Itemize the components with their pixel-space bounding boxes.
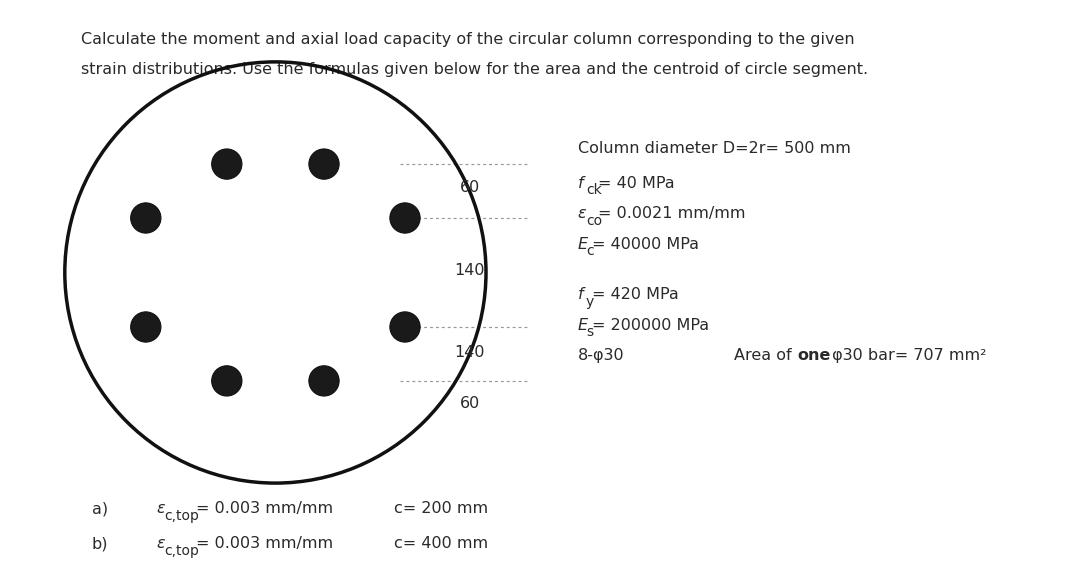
Text: = 0.003 mm/mm: = 0.003 mm/mm xyxy=(197,536,333,551)
Text: = 420 MPa: = 420 MPa xyxy=(592,287,679,302)
Text: = 0.0021 mm/mm: = 0.0021 mm/mm xyxy=(598,206,746,222)
Text: ε: ε xyxy=(578,206,586,222)
Text: φ30 bar= 707 mm²: φ30 bar= 707 mm² xyxy=(827,348,987,363)
Text: a): a) xyxy=(92,501,108,516)
Text: ε: ε xyxy=(157,536,165,551)
Text: c,top: c,top xyxy=(164,509,200,523)
Text: f: f xyxy=(578,287,583,302)
Text: s: s xyxy=(585,325,593,339)
Text: 8-φ30: 8-φ30 xyxy=(578,348,624,363)
Text: y: y xyxy=(585,295,594,309)
Ellipse shape xyxy=(212,149,242,179)
Text: ck: ck xyxy=(585,183,602,197)
Text: f: f xyxy=(578,176,583,191)
Text: 140: 140 xyxy=(455,345,485,360)
Text: c= 400 mm: c= 400 mm xyxy=(394,536,488,551)
Text: c= 200 mm: c= 200 mm xyxy=(394,501,488,516)
Ellipse shape xyxy=(131,312,161,342)
Ellipse shape xyxy=(309,149,339,179)
Text: = 200000 MPa: = 200000 MPa xyxy=(592,318,710,333)
Text: one: one xyxy=(797,348,831,363)
Text: Area of: Area of xyxy=(734,348,797,363)
Text: = 0.003 mm/mm: = 0.003 mm/mm xyxy=(197,501,333,516)
Text: = 40 MPa: = 40 MPa xyxy=(598,176,675,191)
Text: E: E xyxy=(578,237,588,252)
Ellipse shape xyxy=(131,203,161,233)
Text: b): b) xyxy=(92,536,108,551)
Ellipse shape xyxy=(390,203,420,233)
Text: Column diameter D=2r= 500 mm: Column diameter D=2r= 500 mm xyxy=(578,141,851,156)
Text: = 40000 MPa: = 40000 MPa xyxy=(592,237,699,252)
Ellipse shape xyxy=(212,366,242,396)
Text: c,top: c,top xyxy=(164,544,200,558)
Text: strain distributions. Use the formulas given below for the area and the centroid: strain distributions. Use the formulas g… xyxy=(81,62,868,77)
Text: 140: 140 xyxy=(455,263,485,278)
Ellipse shape xyxy=(309,366,339,396)
Text: c: c xyxy=(585,244,594,258)
Text: Calculate the moment and axial load capacity of the circular column correspondin: Calculate the moment and axial load capa… xyxy=(81,32,854,47)
Text: 60: 60 xyxy=(460,180,480,195)
Text: E: E xyxy=(578,318,588,333)
Text: ε: ε xyxy=(157,501,165,516)
Text: 60: 60 xyxy=(460,396,480,411)
Text: co: co xyxy=(585,214,602,228)
Ellipse shape xyxy=(390,312,420,342)
